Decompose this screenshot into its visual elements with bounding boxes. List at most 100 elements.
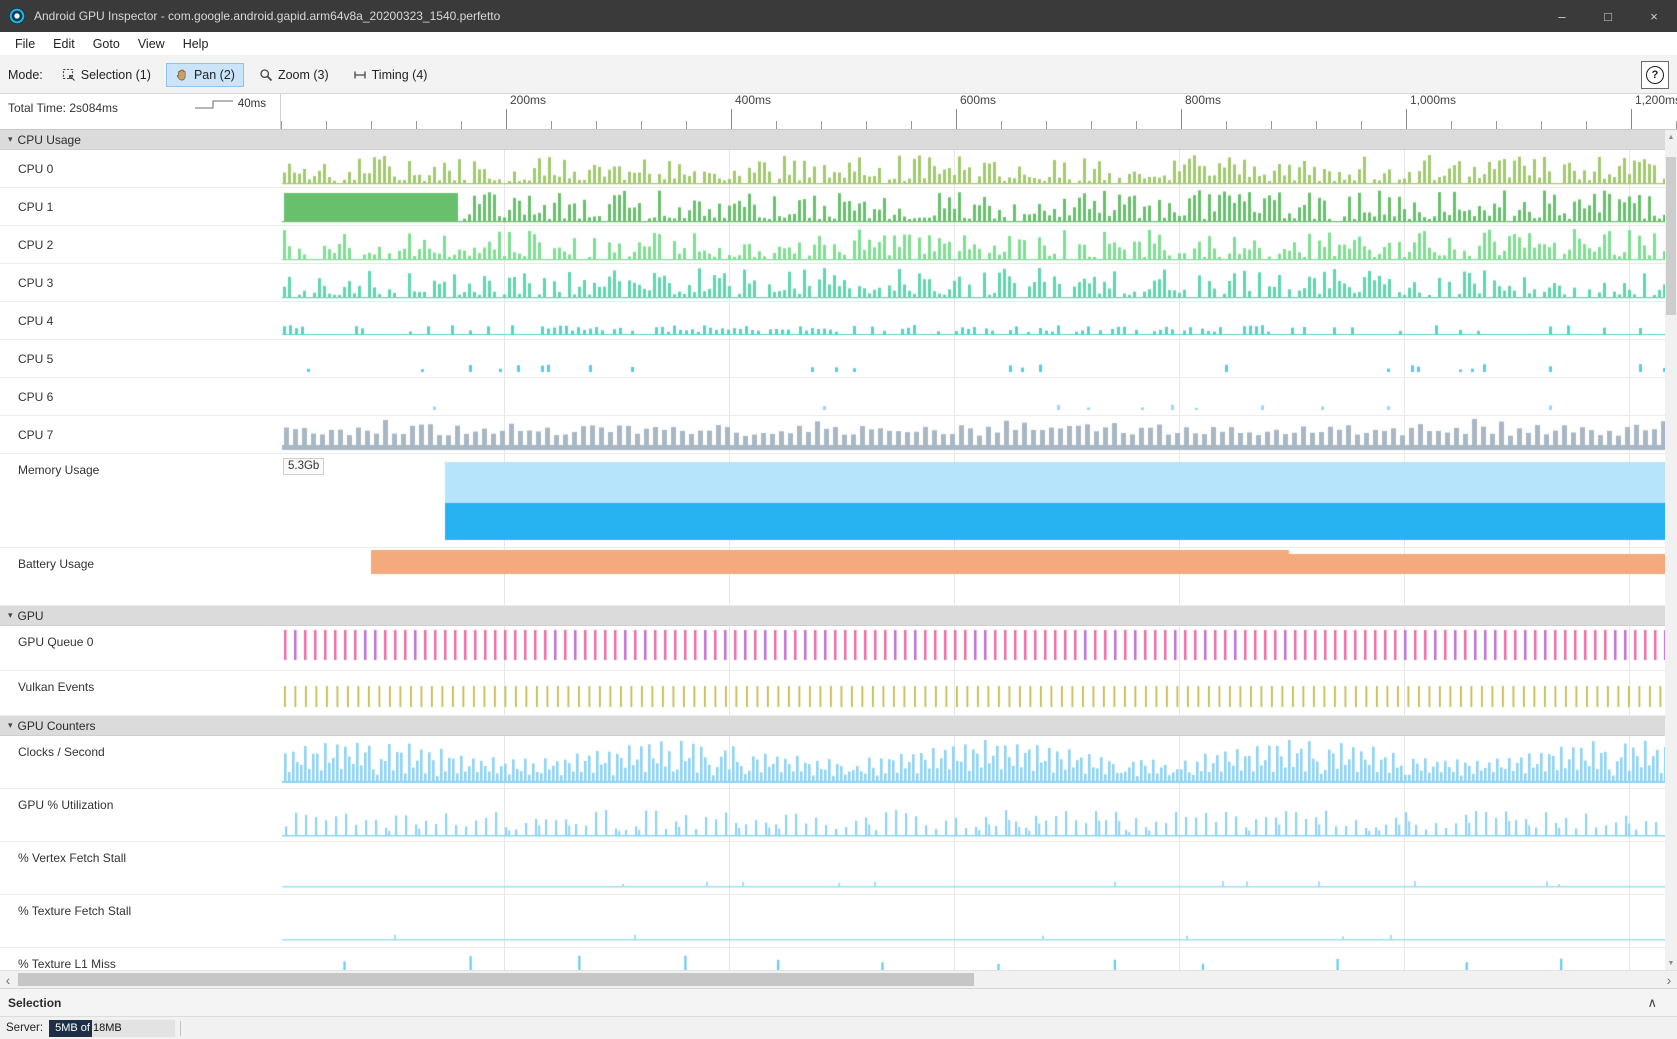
mode-buttons: Selection (1) Pan (2) Zoom (3) Timing (4)	[53, 62, 437, 87]
ruler-tick-label: 600ms	[960, 94, 997, 107]
section-header-cpu-usage[interactable]: ▾ CPU Usage	[0, 130, 1677, 150]
menu-item-view[interactable]: View	[137, 36, 165, 51]
section-header-gpu[interactable]: ▾ GPU	[0, 606, 1677, 626]
zoom-icon	[259, 68, 273, 82]
scroll-up-icon[interactable]: ▲	[1667, 133, 1675, 141]
pan-icon	[175, 68, 189, 82]
ruler-tick-label: 1,000ms	[1410, 94, 1457, 107]
ruler-body[interactable]: 200ms 400ms 600ms 800ms 1,000ms 1,200ms	[280, 94, 1677, 129]
chevron-up-icon[interactable]: ∧	[1647, 994, 1657, 1010]
scroll-down-icon[interactable]: ▼	[1667, 959, 1675, 967]
track-chart-memory-usage[interactable]: 5.3Gb	[280, 454, 1677, 547]
track-chart-gpu-queue-0[interactable]	[280, 626, 1677, 670]
track-chart-gpu-utilization[interactable]	[280, 789, 1677, 841]
track-row-clocks-per-second: Clocks / Second	[0, 736, 1677, 789]
track-chart-texture-l1-miss[interactable]	[280, 948, 1677, 970]
menu-item-edit[interactable]: Edit	[53, 36, 75, 51]
close-button[interactable]: ×	[1650, 8, 1658, 24]
mode-button-pan[interactable]: Pan (2)	[165, 62, 244, 87]
selection-panel-header[interactable]: Selection ∧	[0, 988, 1677, 1016]
menu-item-help[interactable]: Help	[182, 36, 209, 51]
track-row-texture-l1-miss: % Texture L1 Miss	[0, 948, 1677, 970]
track-row-cpu-5: CPU 5	[0, 340, 1677, 378]
track-row-gpu-utilization: GPU % Utilization	[0, 789, 1677, 842]
track-label-texture-fetch-stall: % Texture Fetch Stall	[0, 895, 280, 947]
server-progress-text-inverse: 5MB of 18MB	[55, 1022, 92, 1034]
track-chart-cpu-0[interactable]	[280, 150, 1677, 187]
track-canvas-gpu-utilization	[280, 789, 1677, 841]
track-chart-clocks-per-second[interactable]	[280, 736, 1677, 788]
track-row-battery-usage: Battery Usage	[0, 548, 1677, 606]
window-title: Android GPU Inspector - com.google.andro…	[34, 9, 501, 23]
minimize-button[interactable]: –	[1558, 8, 1566, 24]
collapse-triangle-icon[interactable]: ▾	[8, 610, 13, 620]
mode-button-zoom[interactable]: Zoom (3)	[250, 63, 338, 87]
track-chart-cpu-1[interactable]	[280, 188, 1677, 225]
track-row-cpu-3: CPU 3	[0, 264, 1677, 302]
mode-button-selection[interactable]: Selection (1)	[53, 63, 160, 87]
collapse-triangle-icon[interactable]: ▾	[8, 134, 13, 144]
track-row-cpu-2: CPU 2	[0, 226, 1677, 264]
track-row-vertex-fetch-stall: % Vertex Fetch Stall	[0, 842, 1677, 895]
track-chart-cpu-6[interactable]	[280, 378, 1677, 415]
track-label-vulkan-events: Vulkan Events	[0, 671, 280, 715]
track-canvas-cpu-4	[280, 302, 1677, 339]
section-label: GPU Counters	[17, 718, 96, 733]
track-chart-texture-fetch-stall[interactable]	[280, 895, 1677, 947]
track-row-vulkan-events: Vulkan Events	[0, 671, 1677, 716]
mode-button-timing[interactable]: Timing (4)	[344, 63, 437, 87]
track-label-cpu-2: CPU 2	[0, 226, 280, 263]
track-chart-cpu-3[interactable]	[280, 264, 1677, 301]
track-chart-cpu-2[interactable]	[280, 226, 1677, 263]
help-icon: ?	[1646, 65, 1664, 84]
ruler-major-tick: 1,000ms	[1406, 94, 1456, 129]
section-header-gpu-counters[interactable]: ▾ GPU Counters	[0, 716, 1677, 736]
ruler-tick-label: 800ms	[1185, 94, 1222, 107]
status-separator	[180, 1020, 182, 1036]
vertical-scrollbar-thumb[interactable]	[1666, 157, 1676, 315]
track-chart-vertex-fetch-stall[interactable]	[280, 842, 1677, 894]
title-bar: Android GPU Inspector - com.google.andro…	[0, 0, 1677, 32]
track-chart-cpu-4[interactable]	[280, 302, 1677, 339]
section-label: GPU	[17, 608, 44, 623]
track-label-memory-usage: Memory Usage	[0, 454, 280, 547]
track-row-cpu-4: CPU 4	[0, 302, 1677, 340]
track-chart-battery-usage[interactable]	[280, 548, 1677, 605]
selection-icon	[62, 68, 76, 82]
track-label-gpu-queue-0: GPU Queue 0	[0, 626, 280, 670]
horizontal-scrollbar[interactable]: ‹ ›	[0, 970, 1677, 988]
mode-label: Mode:	[8, 67, 43, 82]
track-canvas-clocks-per-second	[280, 736, 1677, 788]
track-label-cpu-5: CPU 5	[0, 340, 280, 377]
mode-button-label: Timing (4)	[371, 67, 428, 82]
tracks-viewport: ▾ CPU Usage CPU 0 CPU 1 CPU 2 CPU 3 CPU 4 CPU 5…	[0, 130, 1677, 970]
horizontal-scrollbar-thumb[interactable]	[18, 973, 974, 986]
server-progress: 5MB of 18MB 5MB of 18MB	[49, 1019, 176, 1037]
vertical-scrollbar[interactable]: ▲ ▼	[1665, 130, 1677, 970]
scroll-left-icon[interactable]: ‹	[5, 971, 11, 988]
track-chart-vulkan-events[interactable]	[280, 671, 1677, 715]
track-canvas-cpu-1	[280, 188, 1677, 225]
track-label-vertex-fetch-stall: % Vertex Fetch Stall	[0, 842, 280, 894]
track-canvas-texture-fetch-stall	[280, 895, 1677, 947]
scale-step-icon	[194, 100, 233, 109]
app-logo-icon	[8, 7, 26, 25]
collapse-triangle-icon[interactable]: ▾	[8, 720, 13, 730]
scroll-right-icon[interactable]: ›	[1666, 971, 1672, 988]
section-label: CPU Usage	[17, 132, 81, 147]
track-label-cpu-1: CPU 1	[0, 188, 280, 225]
track-label-cpu-7: CPU 7	[0, 416, 280, 453]
track-chart-cpu-7[interactable]	[280, 416, 1677, 453]
track-row-memory-usage: Memory Usage 5.3Gb	[0, 454, 1677, 548]
help-button[interactable]: ?	[1641, 60, 1669, 89]
ruler-major-tick: 600ms	[956, 94, 996, 129]
menu-item-file[interactable]: File	[15, 36, 36, 51]
track-chart-cpu-5[interactable]	[280, 340, 1677, 377]
total-time-label: Total Time: 2s084ms	[8, 101, 119, 115]
maximize-button[interactable]: □	[1604, 8, 1612, 24]
track-label-cpu-6: CPU 6	[0, 378, 280, 415]
ruler-left-panel: Total Time: 2s084ms 40ms	[0, 94, 280, 129]
menu-item-goto[interactable]: Goto	[92, 36, 120, 51]
track-canvas-cpu-2	[280, 226, 1677, 263]
track-row-cpu-6: CPU 6	[0, 378, 1677, 416]
